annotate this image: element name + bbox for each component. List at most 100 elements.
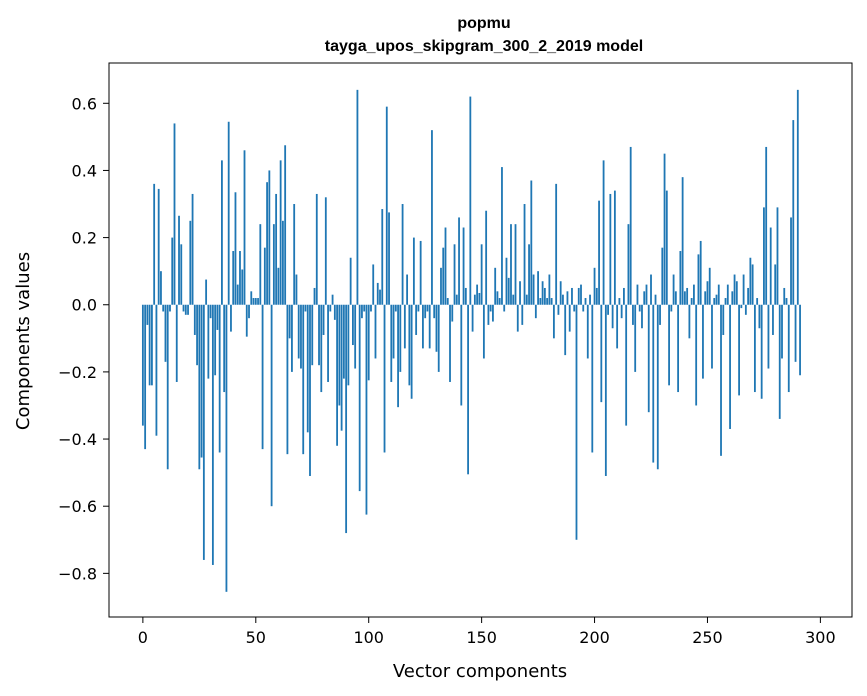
x-axis-ticks: 0 50 100 150 200 250 300 [138, 617, 836, 647]
bar [686, 287, 689, 305]
bar [385, 106, 388, 305]
bar [781, 304, 783, 359]
bar [742, 274, 745, 305]
bar [257, 298, 259, 305]
bar [550, 298, 553, 305]
bar [593, 267, 596, 305]
bar [785, 298, 788, 305]
bar [794, 304, 797, 362]
bar [266, 182, 268, 305]
bar [363, 304, 366, 312]
bar [259, 224, 262, 305]
bar [501, 167, 503, 305]
bar [690, 298, 693, 305]
bar [336, 304, 338, 446]
bar [437, 304, 440, 372]
bar [155, 304, 158, 436]
plot-frame [108, 62, 853, 618]
bar [234, 192, 237, 305]
bar [322, 304, 325, 335]
bar [338, 304, 341, 406]
bar [505, 257, 508, 305]
bar [241, 269, 244, 305]
x-axis-label: Vector components [393, 661, 567, 682]
bar [464, 287, 467, 305]
bar [390, 304, 393, 382]
bar [485, 210, 488, 305]
bar [711, 304, 713, 369]
bar [783, 287, 786, 305]
bar [166, 304, 169, 470]
bar [623, 287, 625, 305]
bar [695, 304, 698, 406]
bar [248, 304, 250, 319]
bar [403, 304, 406, 349]
bar [356, 89, 359, 305]
bar [591, 304, 594, 453]
bar [792, 120, 795, 305]
bar [620, 304, 623, 319]
bar [634, 304, 637, 372]
bar [182, 304, 185, 312]
bar [180, 244, 183, 305]
bar [523, 204, 526, 305]
bar [412, 237, 415, 305]
bar [340, 304, 343, 431]
bar [699, 240, 702, 305]
bar [772, 304, 774, 335]
bar [302, 304, 305, 455]
bar [227, 121, 230, 305]
x-tick-label: 0 [138, 628, 148, 647]
bar [401, 204, 404, 305]
bar [408, 304, 411, 386]
bar [367, 304, 370, 381]
bar [613, 190, 616, 305]
bar [297, 304, 300, 359]
bar [275, 193, 278, 305]
bar [270, 304, 273, 507]
bar [541, 281, 544, 305]
bar [214, 304, 217, 376]
bar [693, 284, 695, 305]
bar [196, 304, 198, 366]
bar [521, 304, 524, 325]
bar [230, 304, 232, 332]
bar [568, 304, 571, 332]
bar [331, 294, 334, 305]
bar [760, 304, 763, 399]
bar [618, 298, 621, 305]
bar [187, 304, 189, 315]
bar [672, 274, 675, 305]
bar [665, 190, 668, 305]
bar [202, 304, 205, 560]
bar [600, 304, 603, 403]
bar [525, 294, 528, 305]
bar [277, 267, 280, 305]
bar [722, 304, 725, 335]
bar [460, 304, 463, 406]
bar [478, 292, 481, 305]
bar [514, 224, 517, 305]
bar [548, 274, 551, 305]
y-axis-label: Components values [13, 252, 34, 430]
bar [562, 294, 564, 305]
y-tick-label: −0.6 [58, 497, 97, 516]
bar [218, 304, 221, 453]
bar [200, 304, 203, 458]
bar [512, 294, 515, 305]
bar [281, 220, 284, 305]
bar [467, 304, 469, 475]
bar [747, 287, 750, 305]
bar [582, 304, 585, 312]
bar [688, 304, 691, 339]
bar [494, 267, 497, 305]
bar [731, 291, 734, 305]
bar [415, 304, 418, 335]
x-tick-label: 300 [805, 628, 836, 647]
bar [645, 284, 648, 305]
bar [354, 304, 357, 369]
bar [769, 227, 772, 305]
bar [151, 304, 153, 386]
bar [361, 304, 363, 319]
bar [674, 291, 677, 305]
